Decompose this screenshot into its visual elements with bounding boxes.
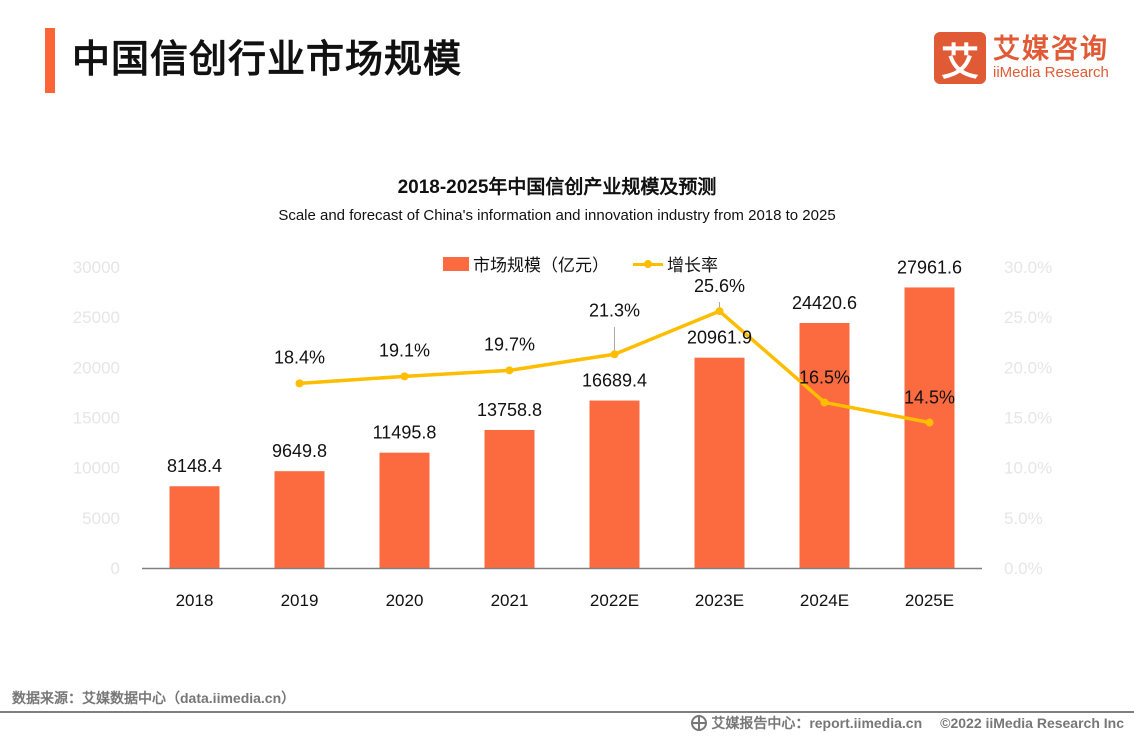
y-right-tick-label: 25.0% [1004,308,1052,327]
growth-value-label: 21.3% [589,300,640,320]
y-left-tick-label: 25000 [73,308,120,327]
title-accent-bar [45,28,55,93]
bar-2023E [694,357,745,568]
chart-legend: 市场规模（亿元） 增长率 [443,251,718,276]
growth-value-label: 14.5% [904,388,955,408]
growth-value-label: 19.1% [379,340,430,360]
y-left-tick-label: 15000 [73,409,120,428]
growth-point-2025E [925,418,934,427]
y-right-tick-label: 20.0% [1004,358,1052,377]
bar-2021 [484,429,535,568]
bar-2025E [904,287,955,568]
bar-value-label: 9649.8 [272,441,327,461]
y-left-tick-label: 5000 [82,509,120,528]
x-tick-label: 2023E [695,591,744,610]
growth-point-2019 [295,379,304,388]
x-tick-label: 2024E [800,591,849,610]
y-right-tick-label: 15.0% [1004,409,1052,428]
legend-line-swatch-icon [633,257,663,271]
growth-point-2023E [715,307,724,316]
footer-divider [0,711,1134,713]
y-left-tick-label: 30000 [73,258,120,277]
y-right-tick-label: 0.0% [1004,559,1043,578]
y-right-tick-label: 10.0% [1004,459,1052,478]
growth-point-2020 [400,372,409,381]
logo-badge-icon: 艾 [934,32,986,84]
legend-item-market-size: 市场规模（亿元） [443,251,609,276]
logo-cn-text: 艾媒咨询 [993,34,1109,64]
growth-value-label: 16.5% [799,367,850,387]
x-tick-label: 2018 [176,591,214,610]
bar-2024E [799,322,850,568]
legend-item-growth-rate: 增长率 [609,251,718,276]
bar-2020 [379,452,430,568]
growth-point-2024E [820,398,829,407]
bar-value-label: 20961.9 [687,328,752,348]
globe-icon [691,715,708,731]
legend-label-market-size: 市场规模（亿元） [473,256,609,275]
growth-value-label: 25.6% [694,276,745,296]
y-left-tick-label: 20000 [73,358,120,377]
x-tick-label: 2019 [281,591,319,610]
bar-2022E [589,400,640,568]
y-right-tick-label: 30.0% [1004,258,1052,277]
bar-value-label: 24420.6 [792,293,857,313]
data-source: 数据来源：艾媒数据中心（data.iimedia.cn） [12,690,296,706]
y-left-tick-label: 0 [111,559,120,578]
logo-en-text: iiMedia Research [993,64,1109,81]
chart-title: 2018-2025年中国信创产业规模及预测 [397,177,717,198]
y-left-tick-label: 10000 [73,459,120,478]
growth-point-2021 [505,366,514,375]
bar-value-label: 8148.4 [167,456,222,476]
x-tick-label: 2025E [905,591,954,610]
y-right-tick-label: 5.0% [1004,509,1043,528]
growth-point-2022E [610,350,619,359]
x-tick-label: 2021 [491,591,529,610]
bar-value-label: 27961.6 [897,257,962,277]
bar-value-label: 11495.8 [373,423,437,443]
bar-value-label: 16689.4 [582,371,647,391]
growth-value-label: 18.4% [274,347,325,367]
footer: 艾媒报告中心：report.iimedia.cn ©2022 iiMedia R… [691,713,1124,733]
x-tick-label: 2022E [590,591,639,610]
bar-2018 [169,486,220,568]
legend-bar-swatch-icon [443,256,469,271]
growth-value-label: 19.7% [484,334,535,354]
page-title: 中国信创行业市场规模 [72,39,463,81]
legend-label-growth-rate: 增长率 [667,256,718,275]
copyright-text: ©2022 iiMedia Research Inc [940,715,1124,731]
report-center-link[interactable]: 艾媒报告中心：report.iimedia.cn [711,715,923,731]
x-tick-label: 2020 [386,591,424,610]
chart-subtitle: Scale and forecast of China's informatio… [278,207,836,224]
iimedia-logo: 艾 艾媒咨询 iiMedia Research [934,32,1109,84]
bar-value-label: 13758.8 [477,400,542,420]
bar-2019 [274,471,325,568]
